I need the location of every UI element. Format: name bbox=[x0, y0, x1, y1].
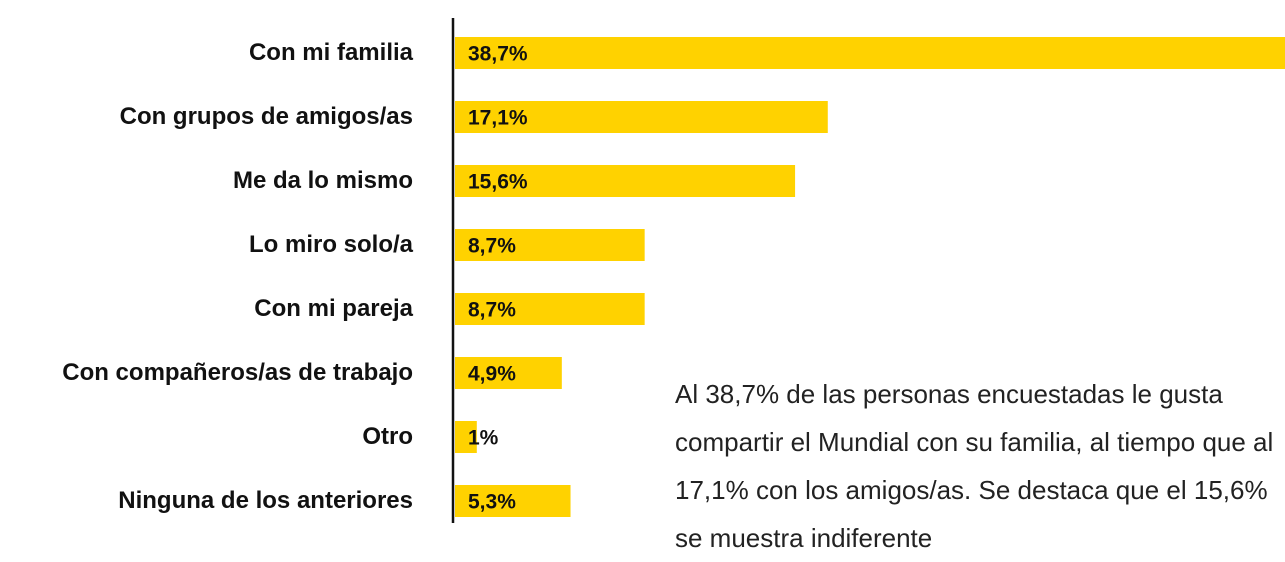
value-label: 4,9% bbox=[468, 363, 516, 386]
value-label: 38,7% bbox=[468, 43, 528, 66]
bar bbox=[455, 421, 477, 453]
bar bbox=[455, 485, 571, 517]
category-label: Me da lo mismo bbox=[232, 167, 413, 194]
bar bbox=[455, 293, 645, 325]
category-label: Ninguna de los anteriores bbox=[118, 487, 413, 514]
category-label: Con grupos de amigos/as bbox=[119, 103, 413, 130]
annotation: Al 38,7% de las personas encuestadas le … bbox=[675, 379, 1274, 553]
category-label: Otro bbox=[362, 423, 413, 450]
category-label: Con mi familia bbox=[248, 39, 413, 66]
value-label: 5,3% bbox=[468, 491, 516, 514]
value-label: 8,7% bbox=[468, 299, 516, 322]
value-label: 15,6% bbox=[468, 171, 528, 194]
value-label: 17,1% bbox=[468, 107, 528, 130]
bar bbox=[455, 101, 828, 133]
bar bbox=[455, 37, 1285, 69]
chart: 38,7% 17,1% 15,6% 8,7% 8,7% 4,9% 1% 5,3% bbox=[451, 18, 1285, 523]
value-label: 1% bbox=[468, 427, 499, 450]
value-label: 8,7% bbox=[468, 235, 516, 258]
category-label: Con compañeros/as de trabajo bbox=[62, 359, 413, 386]
bar bbox=[455, 229, 645, 261]
category-label: Con mi pareja bbox=[254, 295, 413, 322]
category-label: Lo miro solo/a bbox=[248, 231, 413, 258]
page: {"chart_data":{"type":"bar","orientation… bbox=[62, 18, 1285, 553]
bar bbox=[455, 165, 796, 197]
bar bbox=[455, 357, 562, 389]
